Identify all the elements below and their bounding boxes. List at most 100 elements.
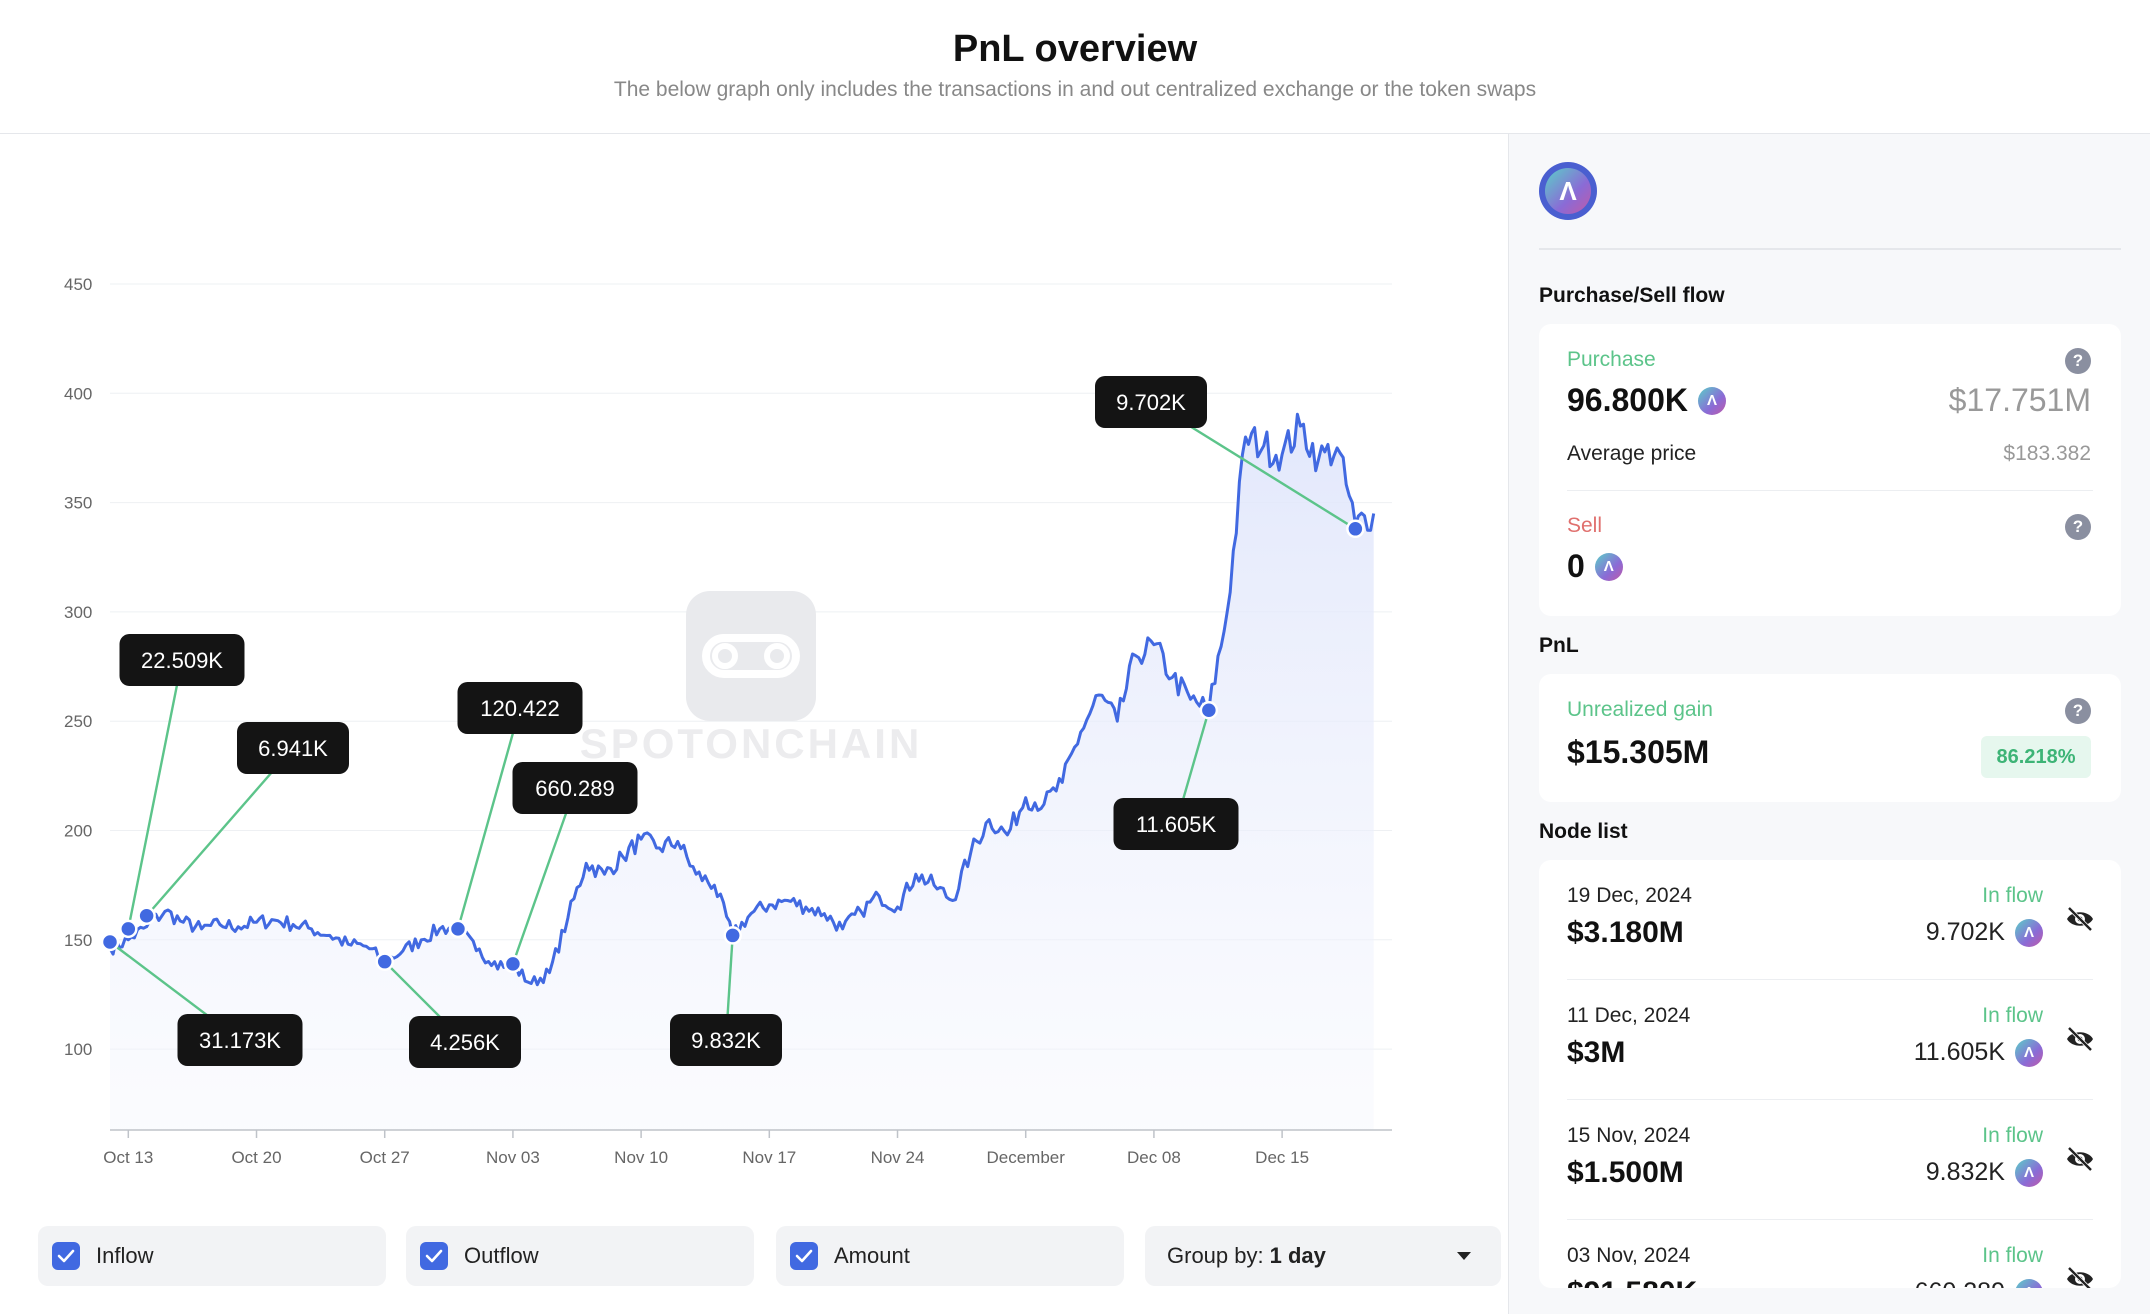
watermark-logo-link xyxy=(702,634,800,678)
annotation-label: 9.702K xyxy=(1116,390,1186,415)
eye-slash-icon[interactable] xyxy=(2065,906,2095,937)
node-amount-row: 9.702K Λ xyxy=(1926,918,2043,947)
eye-slash-icon[interactable] xyxy=(2065,1026,2095,1057)
node-list-title: Node list xyxy=(1539,820,1628,843)
annotation-label-box xyxy=(119,634,245,686)
purchase-amount: 96.800K xyxy=(1567,382,1688,418)
inflow-label: Inflow xyxy=(96,1243,154,1268)
pnl-title: PnL xyxy=(1539,634,1579,657)
eye-slash-icon[interactable] xyxy=(2065,1266,2095,1288)
node-amount: 11.605K xyxy=(1913,1038,2005,1066)
node-amount-row: 9.832K Λ xyxy=(1926,1158,2043,1187)
node-flow: In flow xyxy=(1982,1244,2043,1267)
row-divider xyxy=(1567,979,2093,980)
annotation-label-box xyxy=(177,1014,303,1066)
sell-amount-row: 0 Λ xyxy=(1567,548,1623,585)
chart-svg: 450 400 350 300 250 200 150 100 SPOTONCHAIN 31.… xyxy=(64,275,1392,1167)
watermark-logo xyxy=(686,591,816,721)
check-icon xyxy=(425,1249,443,1263)
annotation-point[interactable] xyxy=(1346,519,1365,539)
price-area xyxy=(110,414,1374,1130)
annotation-point[interactable] xyxy=(119,919,138,939)
x-tick-label: Dec 15 xyxy=(1255,1148,1309,1167)
annotation-label-box xyxy=(1095,376,1207,428)
help-icon[interactable]: ? xyxy=(2065,698,2091,724)
help-icon[interactable]: ? xyxy=(2065,514,2091,540)
y-tick-label: 350 xyxy=(64,494,92,513)
node-usd: $91.580K xyxy=(1567,1276,1697,1288)
node-list-item[interactable]: 15 Nov, 2024 In flow $1.500M 9.832K Λ xyxy=(1539,1100,2121,1220)
annotation-label-box xyxy=(1113,798,1239,850)
x-tick-label: Dec 08 xyxy=(1127,1148,1181,1167)
annotation-label-box xyxy=(457,682,583,734)
annotation-label: 9.832K xyxy=(691,1028,761,1053)
annotation-point[interactable] xyxy=(375,952,394,971)
sidebar-divider xyxy=(1539,248,2121,250)
inflow-toggle[interactable]: Inflow xyxy=(38,1226,386,1286)
annotation-point[interactable] xyxy=(448,919,468,939)
annotation-label: 6.941K xyxy=(258,736,328,761)
x-tick-label: Nov 03 xyxy=(486,1148,540,1167)
token-icon: Λ xyxy=(2015,1158,2043,1187)
groupby-select[interactable]: Group by: 1 day xyxy=(1145,1226,1501,1286)
outflow-checkbox[interactable] xyxy=(420,1242,448,1270)
token-icon: Λ xyxy=(2015,1278,2043,1288)
token-icon: Λ xyxy=(2015,918,2043,947)
x-tick-label: December xyxy=(987,1148,1066,1167)
annotation-label-box xyxy=(237,722,349,774)
card-divider xyxy=(1567,490,2093,491)
annotation-point[interactable] xyxy=(137,906,156,926)
help-icon[interactable]: ? xyxy=(2065,348,2091,374)
node-usd: $3M xyxy=(1567,1036,1626,1069)
annotation-leader xyxy=(456,707,522,930)
node-flow: In flow xyxy=(1982,884,2043,907)
gain-percent-badge: 86.218% xyxy=(1981,736,2091,778)
unrealized-gain-label: Unrealized gain xyxy=(1567,698,1713,721)
annotation-label: 22.509K xyxy=(141,648,223,673)
annotation-label-box xyxy=(409,1016,521,1068)
annotation-point[interactable] xyxy=(100,932,120,952)
y-tick-label: 150 xyxy=(64,931,92,950)
pnl-chart: 450 400 350 300 250 200 150 100 SPOTONCHAIN 31.… xyxy=(0,134,1508,1314)
token-icon: Λ xyxy=(1594,552,1623,581)
node-flow: In flow xyxy=(1982,1004,2043,1027)
node-list-item[interactable]: 19 Dec, 2024 In flow $3.180M 9.702K Λ xyxy=(1539,860,2121,980)
annotation-leader xyxy=(127,659,184,930)
outflow-toggle[interactable]: Outflow xyxy=(406,1226,754,1286)
node-date: 03 Nov, 2024 xyxy=(1567,1244,1691,1267)
annotation-label: 4.256K xyxy=(430,1030,500,1055)
amount-label: Amount xyxy=(834,1243,910,1268)
annotation-point[interactable] xyxy=(723,926,742,945)
node-amount-row: 660.289 Λ xyxy=(1915,1278,2043,1288)
node-list-item[interactable]: 11 Dec, 2024 In flow $3M 11.605K Λ xyxy=(1539,980,2121,1100)
price-line xyxy=(108,412,1376,987)
watermark-text: SPOTONCHAIN xyxy=(580,720,923,767)
unrealized-gain-value: $15.305M xyxy=(1567,734,1710,770)
annotation-point[interactable] xyxy=(503,954,523,974)
avg-price-value: $183.382 xyxy=(2003,442,2091,465)
token-icon: Λ xyxy=(1697,386,1726,415)
annotation-label: 660.289 xyxy=(535,776,615,801)
amount-toggle[interactable]: Amount xyxy=(776,1226,1124,1286)
inflow-checkbox[interactable] xyxy=(52,1242,80,1270)
purchase-amount-row: 96.800K Λ xyxy=(1567,382,1726,419)
annotation-label-box xyxy=(670,1014,782,1066)
x-tick-label: Oct 27 xyxy=(360,1148,410,1167)
annotation-label-box xyxy=(512,762,638,814)
y-tick-label: 100 xyxy=(64,1040,92,1059)
watermark-logo-dot xyxy=(764,643,790,669)
outflow-label: Outflow xyxy=(464,1243,539,1268)
y-tick-label: 250 xyxy=(64,712,92,731)
node-amount: 9.702K xyxy=(1925,918,2005,946)
eye-slash-icon[interactable] xyxy=(2065,1146,2095,1177)
page-subtitle: The below graph only includes the transa… xyxy=(613,78,1537,101)
groupby-prefix: Group by: xyxy=(1167,1243,1264,1268)
annotation-leader xyxy=(511,787,577,965)
x-tick-label: Nov 10 xyxy=(614,1148,668,1167)
pnl-card: Unrealized gain ? $15.305M 86.218% xyxy=(1539,674,2121,802)
annotation-point[interactable] xyxy=(1199,701,1219,720)
amount-checkbox[interactable] xyxy=(790,1242,818,1270)
purchase-label: Purchase xyxy=(1567,348,1656,371)
node-list-item[interactable]: 03 Nov, 2024 In flow $91.580K 660.289 Λ xyxy=(1539,1220,2121,1288)
sell-amount: 0 xyxy=(1567,548,1585,584)
